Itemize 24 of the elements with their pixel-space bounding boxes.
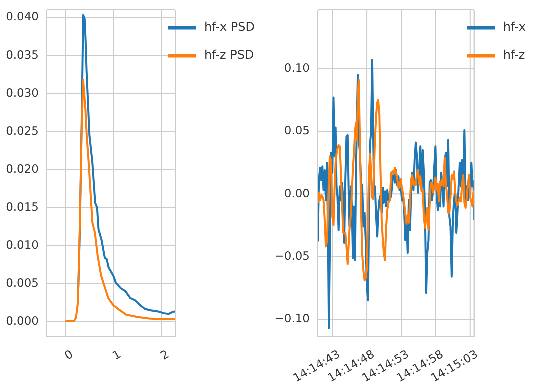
y-tick-label: −0.10 bbox=[274, 312, 310, 326]
legend-label: hf-x bbox=[503, 20, 526, 34]
y-tick-label: −0.05 bbox=[274, 248, 310, 263]
y-tick-label: 0.015 bbox=[6, 200, 39, 214]
y-tick-label: 0.020 bbox=[6, 162, 39, 176]
y-tick-label: 0.10 bbox=[284, 61, 310, 76]
y-tick-label: 0.035 bbox=[6, 48, 39, 62]
y-tick-label: 0.010 bbox=[6, 238, 39, 252]
x-tick-label: 0 bbox=[62, 347, 76, 363]
legend-label: hf-z bbox=[503, 48, 526, 62]
y-tick-label: 0.030 bbox=[6, 86, 39, 100]
y-tick-label: 0.00 bbox=[284, 186, 310, 200]
y-tick-label: 0.005 bbox=[6, 276, 39, 290]
y-tick-label: 0.025 bbox=[6, 124, 39, 138]
line-series bbox=[64, 78, 176, 322]
y-tick-label: 0.040 bbox=[6, 10, 39, 24]
line-series bbox=[318, 79, 474, 282]
line-series bbox=[318, 59, 474, 330]
legend-label: hf-z PSD bbox=[204, 48, 254, 62]
y-tick-label: 0.000 bbox=[6, 314, 39, 328]
legend-label: hf-x PSD bbox=[204, 20, 255, 34]
y-tick-label: 0.05 bbox=[284, 124, 310, 138]
x-tick-label: 2 bbox=[158, 347, 172, 363]
x-tick-label: 1 bbox=[110, 347, 124, 363]
